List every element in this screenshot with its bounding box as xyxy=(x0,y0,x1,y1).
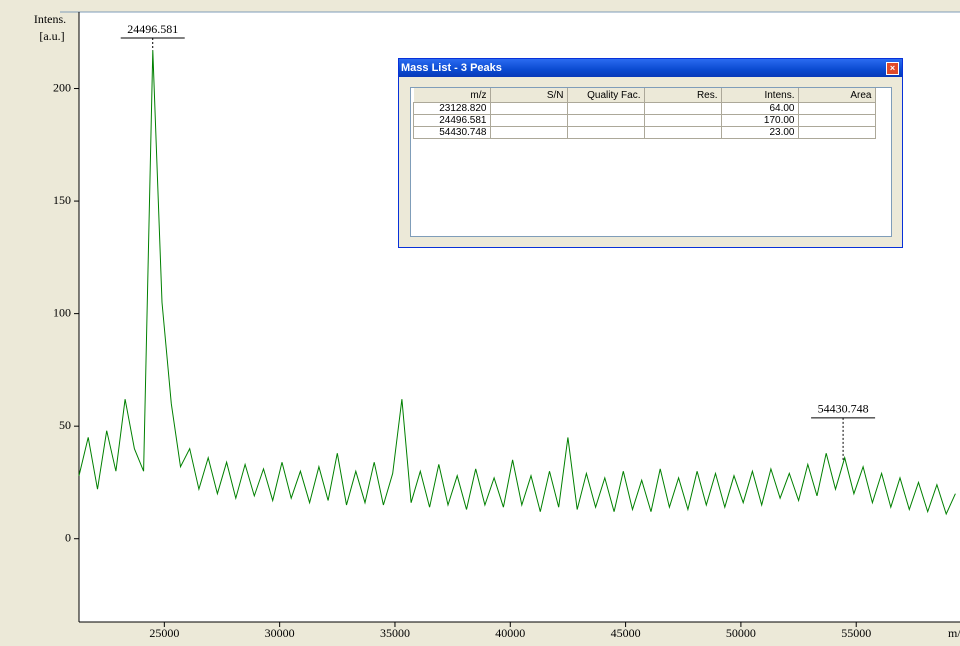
mass-cell xyxy=(643,114,722,127)
mass-cell: 24496.581 xyxy=(413,114,491,127)
mass-cell xyxy=(566,126,645,139)
mass-cell xyxy=(489,102,568,115)
y-tick-label: 50 xyxy=(59,418,71,432)
y-axis-label: Intens. xyxy=(34,12,66,26)
mass-row: 23128.820 64.00 xyxy=(413,102,876,115)
y-tick-label: 150 xyxy=(53,193,71,207)
mass-row: 54430.748 23.00 xyxy=(413,126,876,139)
x-tick-label: 25000 xyxy=(149,626,179,640)
mass-cell xyxy=(566,114,645,127)
x-axis-label: m/z xyxy=(948,626,960,640)
x-tick-label: 30000 xyxy=(265,626,295,640)
dialog-title-text: Mass List - 3 Peaks xyxy=(401,62,502,74)
mass-cell: 23128.820 xyxy=(413,102,491,115)
mass-list-table: m/z S/N Quality Fac. Res. Intens. Area 23128.… xyxy=(413,88,876,139)
x-tick-label: 55000 xyxy=(841,626,871,640)
mass-cell: 170.00 xyxy=(720,114,799,127)
y-tick-label: 0 xyxy=(65,530,71,544)
column-header: m/z xyxy=(413,88,491,103)
y-tick-label: 200 xyxy=(53,80,71,94)
y-axis-unit: [a.u.] xyxy=(39,29,64,43)
mass-cell: 64.00 xyxy=(720,102,799,115)
column-header: Res. xyxy=(644,88,722,103)
x-tick-label: 40000 xyxy=(495,626,525,640)
dialog-title: Mass List - 3 Peaks × xyxy=(399,59,902,77)
mass-cell xyxy=(489,114,568,127)
mass-cell xyxy=(643,126,722,139)
mass-cell: 54430.748 xyxy=(413,126,491,139)
close-button[interactable]: × xyxy=(886,62,899,75)
column-header: S/N xyxy=(490,88,568,103)
mass-cell xyxy=(489,126,568,139)
mass-cell xyxy=(797,114,876,127)
column-header: Area xyxy=(798,88,876,103)
spectrum-line xyxy=(78,50,956,516)
mass-cell xyxy=(643,102,722,115)
x-tick-label: 50000 xyxy=(726,626,756,640)
mass-cell xyxy=(566,102,645,115)
mass-list-pane: m/z S/N Quality Fac. Res. Intens. Area 23128.… xyxy=(410,87,892,237)
peak-label: 24496.581 xyxy=(127,22,178,36)
mass-row: 24496.581 170.00 xyxy=(413,114,876,127)
x-tick-label: 45000 xyxy=(611,626,641,640)
mass-cell xyxy=(797,102,876,115)
mass-cell xyxy=(797,126,876,139)
mass-cell: 23.00 xyxy=(720,126,799,139)
column-header: Intens. xyxy=(721,88,799,103)
column-header: Quality Fac. xyxy=(567,88,645,103)
y-tick-label: 100 xyxy=(53,305,71,319)
x-tick-label: 35000 xyxy=(380,626,410,640)
peak-label: 54430.748 xyxy=(818,402,869,416)
mass-list-dialog[interactable]: Mass List - 3 Peaks × m/z S/N Quality Fac. R… xyxy=(398,58,903,248)
